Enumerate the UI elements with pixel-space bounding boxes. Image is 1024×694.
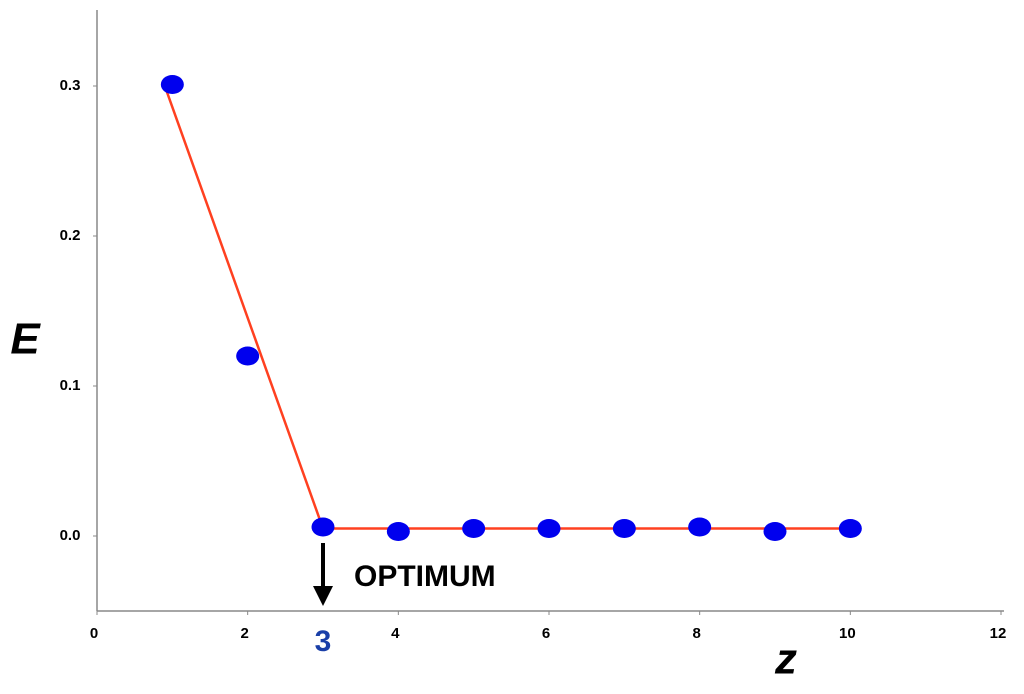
point [311, 517, 335, 537]
point [236, 346, 260, 366]
point [763, 522, 787, 541]
point [462, 519, 486, 538]
x-tick-label: 4 [391, 625, 400, 642]
x-tick-label: 2 [240, 625, 248, 642]
x-axis-label: z [774, 635, 797, 684]
point [838, 519, 862, 538]
optimum-arrowhead [313, 586, 333, 606]
point [160, 75, 184, 94]
x-tick-label: 8 [692, 625, 700, 642]
y-tick-label: 0.0 [60, 527, 81, 544]
point [537, 519, 561, 538]
y-axis-label: E [10, 315, 41, 364]
point [688, 517, 712, 537]
x-tick-label: 0 [90, 625, 98, 642]
y-tick-label: 0.3 [60, 77, 81, 94]
y-tick-label: 0.1 [60, 377, 81, 394]
point [612, 519, 636, 538]
y-tick-label: 0.2 [60, 227, 81, 244]
optimum-label: OPTIMUM [354, 560, 496, 593]
x-tick-label: 10 [839, 625, 856, 642]
fit-line [163, 85, 851, 530]
x-tick-label: 12 [990, 625, 1007, 642]
optimum-value: 3 [315, 625, 332, 658]
x-tick-label: 6 [542, 625, 550, 642]
point [386, 522, 410, 541]
